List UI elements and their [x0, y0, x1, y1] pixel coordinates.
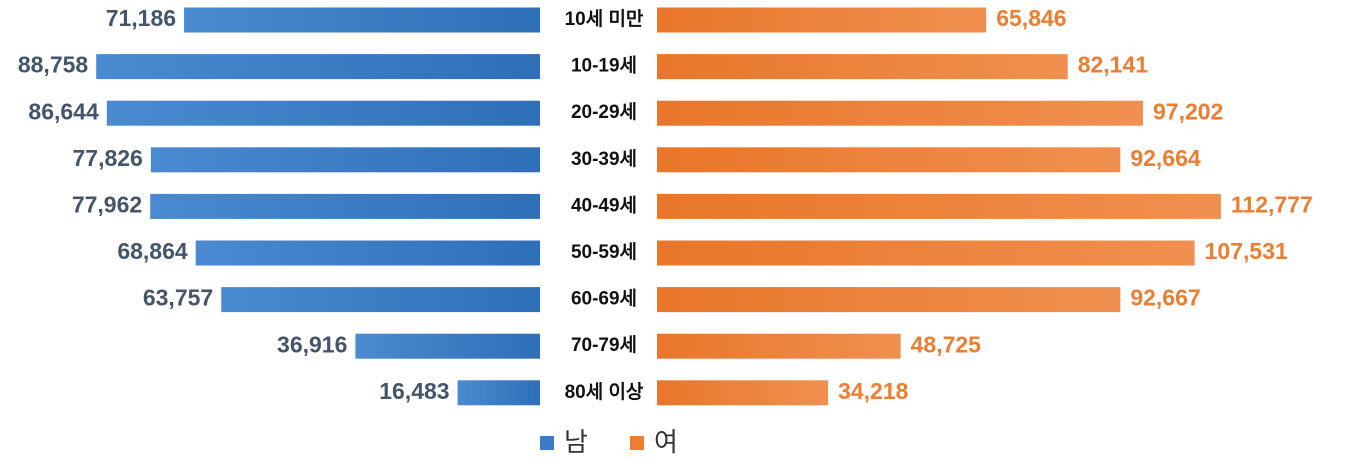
bar	[106, 100, 540, 126]
bar	[657, 193, 1221, 219]
bar	[657, 287, 1121, 313]
value-label: 107,531	[1205, 238, 1288, 264]
value-label: 71,186	[106, 5, 176, 31]
bar	[96, 54, 541, 80]
legend-swatch	[630, 436, 644, 450]
category-label: 40-49세	[571, 194, 637, 216]
value-label: 68,864	[117, 238, 188, 264]
value-label: 77,826	[73, 145, 143, 171]
value-label: 112,777	[1231, 191, 1313, 217]
bar	[355, 333, 540, 359]
category-label: 70-79세	[571, 334, 637, 356]
bar	[657, 7, 987, 33]
value-label: 88,758	[18, 52, 89, 78]
bar	[195, 240, 540, 266]
value-label: 92,667	[1130, 285, 1200, 311]
bar	[457, 380, 540, 406]
bar	[150, 193, 540, 219]
bar	[657, 240, 1195, 266]
category-label: 50-59세	[571, 241, 637, 263]
value-label: 82,141	[1078, 52, 1149, 78]
bar	[657, 147, 1121, 173]
value-label: 92,664	[1130, 145, 1201, 171]
value-label: 77,962	[72, 191, 142, 217]
value-label: 36,916	[277, 331, 347, 357]
category-label: 30-39세	[571, 148, 637, 170]
legend-swatch	[540, 436, 554, 450]
value-label: 16,483	[379, 378, 449, 404]
bar	[150, 147, 540, 173]
category-label: 20-29세	[571, 101, 637, 123]
value-label: 65,846	[996, 5, 1066, 31]
bar	[221, 287, 540, 313]
value-label: 48,725	[911, 331, 982, 357]
bar	[657, 100, 1144, 126]
category-label: 80세 이상	[565, 381, 644, 403]
bar	[657, 54, 1068, 80]
value-label: 97,202	[1153, 98, 1223, 124]
category-label: 10세 미만	[565, 8, 644, 30]
bar	[184, 7, 540, 33]
category-label: 10-19세	[571, 55, 637, 77]
legend-label: 여	[654, 427, 678, 457]
legend-label: 남	[564, 427, 588, 457]
category-label: 60-69세	[571, 288, 637, 310]
value-label: 86,644	[28, 98, 99, 124]
value-label: 34,218	[838, 378, 909, 404]
bar	[657, 333, 901, 359]
bar	[657, 380, 829, 406]
value-label: 63,757	[143, 285, 213, 311]
